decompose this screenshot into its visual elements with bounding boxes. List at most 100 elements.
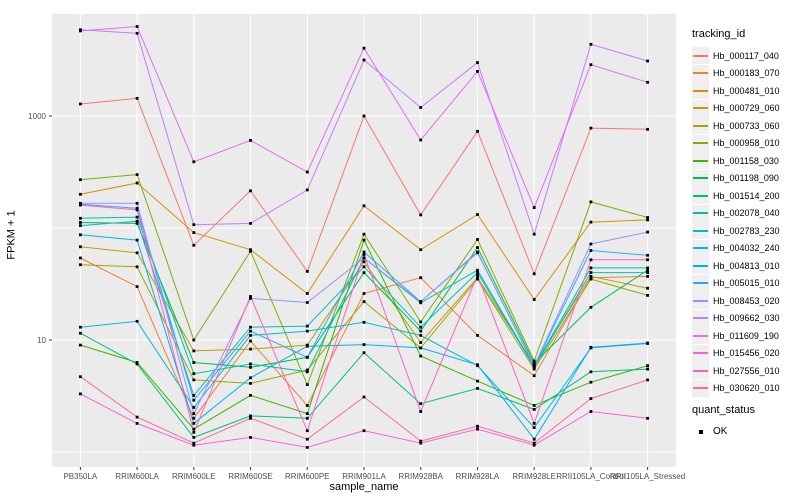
data-point [532, 408, 536, 411]
data-point [192, 427, 196, 431]
legend-key-line-icon [692, 99, 709, 117]
data-point [476, 251, 479, 255]
legend-item-label: Hb_000183_070 [713, 68, 780, 79]
data-point [305, 292, 309, 295]
data-point [305, 429, 309, 433]
data-point [305, 188, 309, 192]
legend-item-Hb_004813_010: Hb_004813_010 [692, 257, 798, 275]
data-point [135, 206, 139, 210]
data-point [192, 378, 196, 382]
data-point [305, 383, 309, 386]
data-point [79, 201, 82, 205]
data-point [135, 361, 139, 364]
legend-item-list: Hb_000117_040 Hb_000183_070 Hb_000481_010 H… [692, 47, 798, 397]
data-point [249, 347, 252, 351]
data-point [305, 404, 309, 407]
legend-item-label: Hb_011609_190 [713, 330, 779, 341]
data-point [192, 160, 196, 164]
data-point [532, 361, 536, 365]
legend-item-Hb_008453_020: Hb_008453_020 [692, 292, 798, 310]
data-point [476, 424, 479, 428]
legend-key-line-icon [692, 292, 709, 310]
x-tick-label: RRIM901LA [342, 472, 386, 481]
data-point [646, 271, 649, 274]
legend-item-label: Hb_000117_040 [713, 50, 779, 61]
legend-key-line-icon [692, 169, 709, 187]
legend-item-Hb_011609_190: Hb_011609_190 [692, 327, 798, 345]
data-point [249, 334, 252, 337]
legend-key-line-icon [692, 362, 709, 380]
data-point [419, 213, 423, 217]
data-point [79, 256, 82, 260]
data-point [532, 272, 536, 276]
legend-key-line-icon [692, 309, 709, 327]
data-point [419, 402, 423, 406]
data-point [589, 271, 593, 274]
data-point [419, 329, 423, 333]
data-point [532, 441, 536, 445]
x-tick-label: RRIM928LE [512, 472, 556, 481]
x-tick-label: RRIM600PE [285, 472, 329, 481]
data-point [589, 42, 593, 46]
data-point [249, 295, 252, 298]
legend-key-line-icon [692, 117, 709, 135]
legend-key-line-icon [692, 152, 709, 170]
data-point [79, 192, 82, 196]
data-point [589, 305, 593, 309]
data-point [532, 298, 536, 301]
y-tick-label: 10 [37, 336, 46, 345]
data-point [79, 178, 82, 182]
data-point [419, 410, 423, 413]
data-point [192, 231, 196, 234]
data-point [362, 250, 366, 254]
data-point [305, 416, 309, 420]
legend-item-label: Hb_002783_230 [713, 225, 780, 236]
data-point [589, 277, 593, 281]
data-point [532, 367, 536, 371]
data-point [589, 345, 593, 349]
data-point [135, 265, 139, 269]
data-point [362, 238, 366, 242]
legend-item-label: Hb_001198_090 [713, 173, 779, 184]
data-point [646, 294, 649, 297]
legend-title-tracking-id: tracking_id [692, 28, 746, 40]
data-point [135, 173, 139, 176]
data-point [646, 80, 649, 84]
data-point [135, 25, 139, 28]
data-point [135, 219, 139, 223]
data-point [79, 263, 82, 267]
legend-item-Hb_002783_230: Hb_002783_230 [692, 222, 798, 240]
data-point [305, 329, 309, 333]
legend-item-Hb_001158_030: Hb_001158_030 [692, 152, 798, 170]
data-point [135, 238, 139, 242]
data-point [135, 362, 139, 366]
data-point [646, 218, 649, 222]
legend-item-label: Hb_027556_010 [713, 365, 780, 376]
data-point [419, 354, 423, 358]
data-point [419, 346, 423, 350]
legend-key-line-icon [692, 64, 709, 82]
data-point [305, 301, 309, 304]
legend-item-label: Hb_000729_060 [713, 103, 780, 114]
legend-item-label: Hb_001158_030 [713, 155, 779, 166]
data-point [476, 427, 479, 431]
data-point [249, 139, 252, 142]
data-point [362, 46, 366, 50]
legend-item-label: Hb_015456_020 [713, 348, 780, 359]
y-axis-title: FPKM + 1 [5, 210, 18, 260]
data-point [79, 216, 82, 220]
legend-key-line-icon [692, 327, 709, 345]
data-point [362, 58, 366, 62]
legend-item-Hb_000481_010: Hb_000481_010 [692, 82, 798, 100]
data-point [192, 441, 196, 445]
legend-item-Hb_009662_030: Hb_009662_030 [692, 309, 798, 328]
data-point [646, 230, 649, 234]
data-point [79, 29, 82, 33]
data-point [419, 276, 423, 280]
data-point [646, 253, 649, 257]
data-point [419, 334, 423, 337]
data-point [305, 324, 309, 328]
data-point [135, 251, 139, 255]
legend-item-label: Hb_004032_240 [713, 243, 780, 254]
